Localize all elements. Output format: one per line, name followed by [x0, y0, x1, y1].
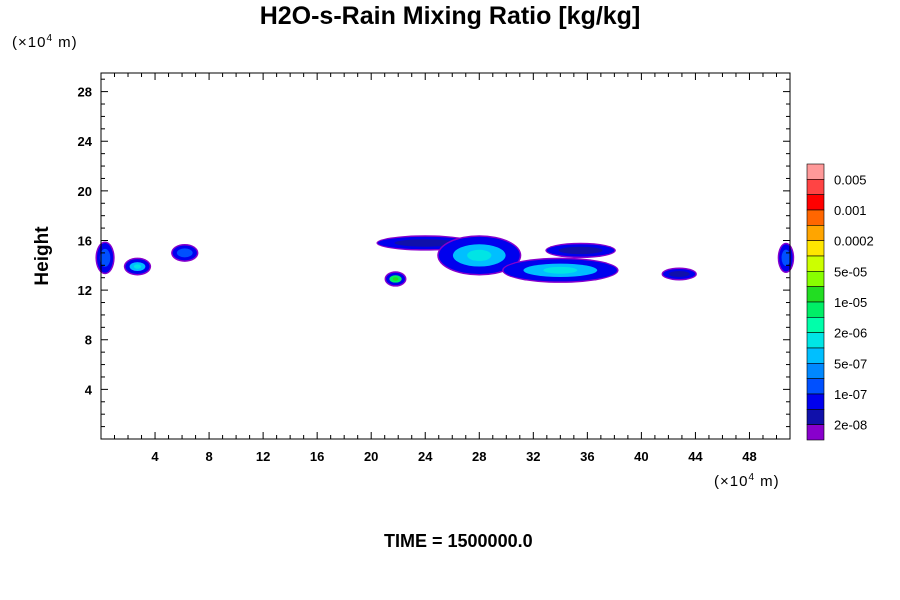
colorbar-label: 1e-07	[834, 387, 867, 402]
colorbar-label: 2e-06	[834, 326, 867, 341]
x-unit-label: (×104 m)	[714, 472, 780, 490]
plot-frame	[100, 72, 791, 440]
x-axis: 4 8 12 16 20 24 28 32 36 40 44 48	[114, 73, 777, 464]
colorbar-swatch	[806, 363, 825, 379]
y-axis: 4 8 12 16 20 24 28	[78, 78, 790, 428]
colorbar-swatch	[806, 194, 825, 211]
rain-feature-core	[394, 239, 456, 247]
rain-feature-core	[558, 246, 603, 255]
colorbar-label: 0.005	[834, 172, 867, 187]
colorbar-label: 5e-05	[834, 264, 867, 279]
y-tick-label: 16	[78, 233, 92, 248]
rain-feature-peak	[133, 264, 142, 269]
colorbar-swatch	[806, 271, 825, 287]
colorbar-label: 1e-05	[834, 295, 867, 310]
colorbar-swatch	[806, 347, 825, 364]
x-tick-label: 8	[205, 449, 212, 464]
y-tick-label: 20	[78, 184, 92, 199]
colorbar-label: 2e-08	[834, 418, 867, 433]
chart-title: H2O-s-Rain Mixing Ratio [kg/kg]	[259, 2, 641, 30]
colorbar-swatch	[806, 393, 825, 410]
x-tick-label: 20	[364, 449, 378, 464]
colorbar-label: 0.001	[834, 203, 867, 218]
rain-feature-core	[176, 248, 193, 258]
colorbar-swatch	[806, 240, 825, 257]
y-tick-label: 28	[78, 85, 92, 100]
colorbar-swatch	[806, 424, 825, 441]
rain-feature-peak	[392, 277, 399, 281]
rain-feature-core	[781, 249, 791, 267]
colorbar-label: 5e-07	[834, 356, 867, 371]
colorbar-swatch	[806, 225, 825, 241]
colorbar-swatch	[806, 301, 825, 318]
x-tick-label: 40	[634, 449, 648, 464]
colorbar-swatch	[806, 163, 825, 180]
colorbar-swatch	[806, 378, 825, 395]
colorbar-swatch	[806, 317, 825, 333]
y-unit-label: (×104 m)	[12, 33, 78, 51]
rain-feature-peak	[543, 266, 578, 274]
colorbar-label: 0.0002	[834, 234, 874, 249]
x-tick-label: 48	[742, 449, 756, 464]
rain-feature-peak	[467, 249, 492, 261]
colorbar-swatch	[806, 255, 825, 272]
x-tick-label: 36	[580, 449, 594, 464]
y-tick-label: 24	[78, 134, 93, 149]
y-tick-label: 4	[85, 382, 93, 397]
x-tick-label: 16	[310, 449, 324, 464]
x-tick-label: 32	[526, 449, 540, 464]
y-tick-label: 8	[85, 333, 92, 348]
rain-feature-core	[668, 271, 690, 277]
x-tick-label: 28	[472, 449, 486, 464]
colorbar-swatch	[806, 286, 825, 303]
rain-features	[95, 235, 795, 287]
colorbar-swatch	[806, 209, 825, 226]
colorbar-swatch	[806, 409, 825, 425]
x-tick-label: 12	[256, 449, 270, 464]
time-label: TIME = 1500000.0	[384, 531, 533, 551]
x-tick-label: 4	[151, 449, 159, 464]
colorbar-swatch	[806, 332, 825, 349]
y-tick-label: 12	[78, 283, 92, 298]
colorbar-swatch	[806, 179, 825, 195]
colorbar: 0.005 0.001 0.0002 5e-05 1e-05 2e-06 5e-07 1e-0…	[806, 163, 874, 441]
x-tick-label: 24	[418, 449, 433, 464]
x-tick-label: 44	[688, 449, 703, 464]
